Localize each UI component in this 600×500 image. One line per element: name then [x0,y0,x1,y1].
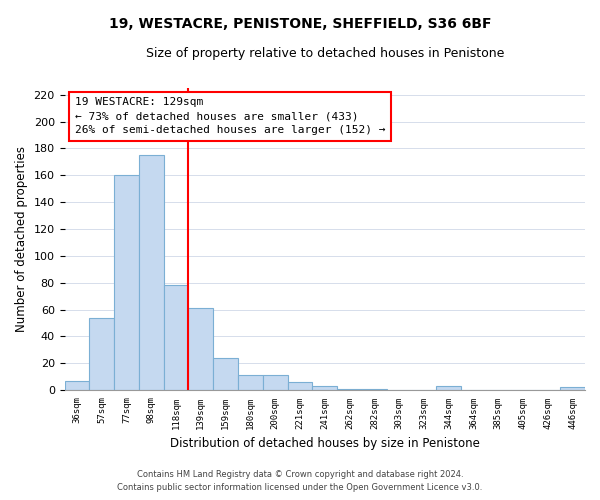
Bar [164,286,188,390]
Bar [263,376,287,390]
Y-axis label: Number of detached properties: Number of detached properties [15,146,28,332]
Bar [213,358,238,390]
X-axis label: Distribution of detached houses by size in Penistone: Distribution of detached houses by size … [170,437,480,450]
Text: 19 WESTACRE: 129sqm
← 73% of detached houses are smaller (433)
26% of semi-detac: 19 WESTACRE: 129sqm ← 73% of detached ho… [75,97,385,135]
Bar [139,155,164,390]
Bar [436,386,461,390]
Bar [362,389,387,390]
Bar [560,388,585,390]
Bar [188,308,213,390]
Title: Size of property relative to detached houses in Penistone: Size of property relative to detached ho… [146,48,504,60]
Bar [337,389,362,390]
Bar [65,381,89,390]
Bar [89,318,114,390]
Bar [114,176,139,390]
Bar [313,386,337,390]
Bar [238,376,263,390]
Text: 19, WESTACRE, PENISTONE, SHEFFIELD, S36 6BF: 19, WESTACRE, PENISTONE, SHEFFIELD, S36 … [109,18,491,32]
Bar [287,382,313,390]
Text: Contains HM Land Registry data © Crown copyright and database right 2024.
Contai: Contains HM Land Registry data © Crown c… [118,470,482,492]
